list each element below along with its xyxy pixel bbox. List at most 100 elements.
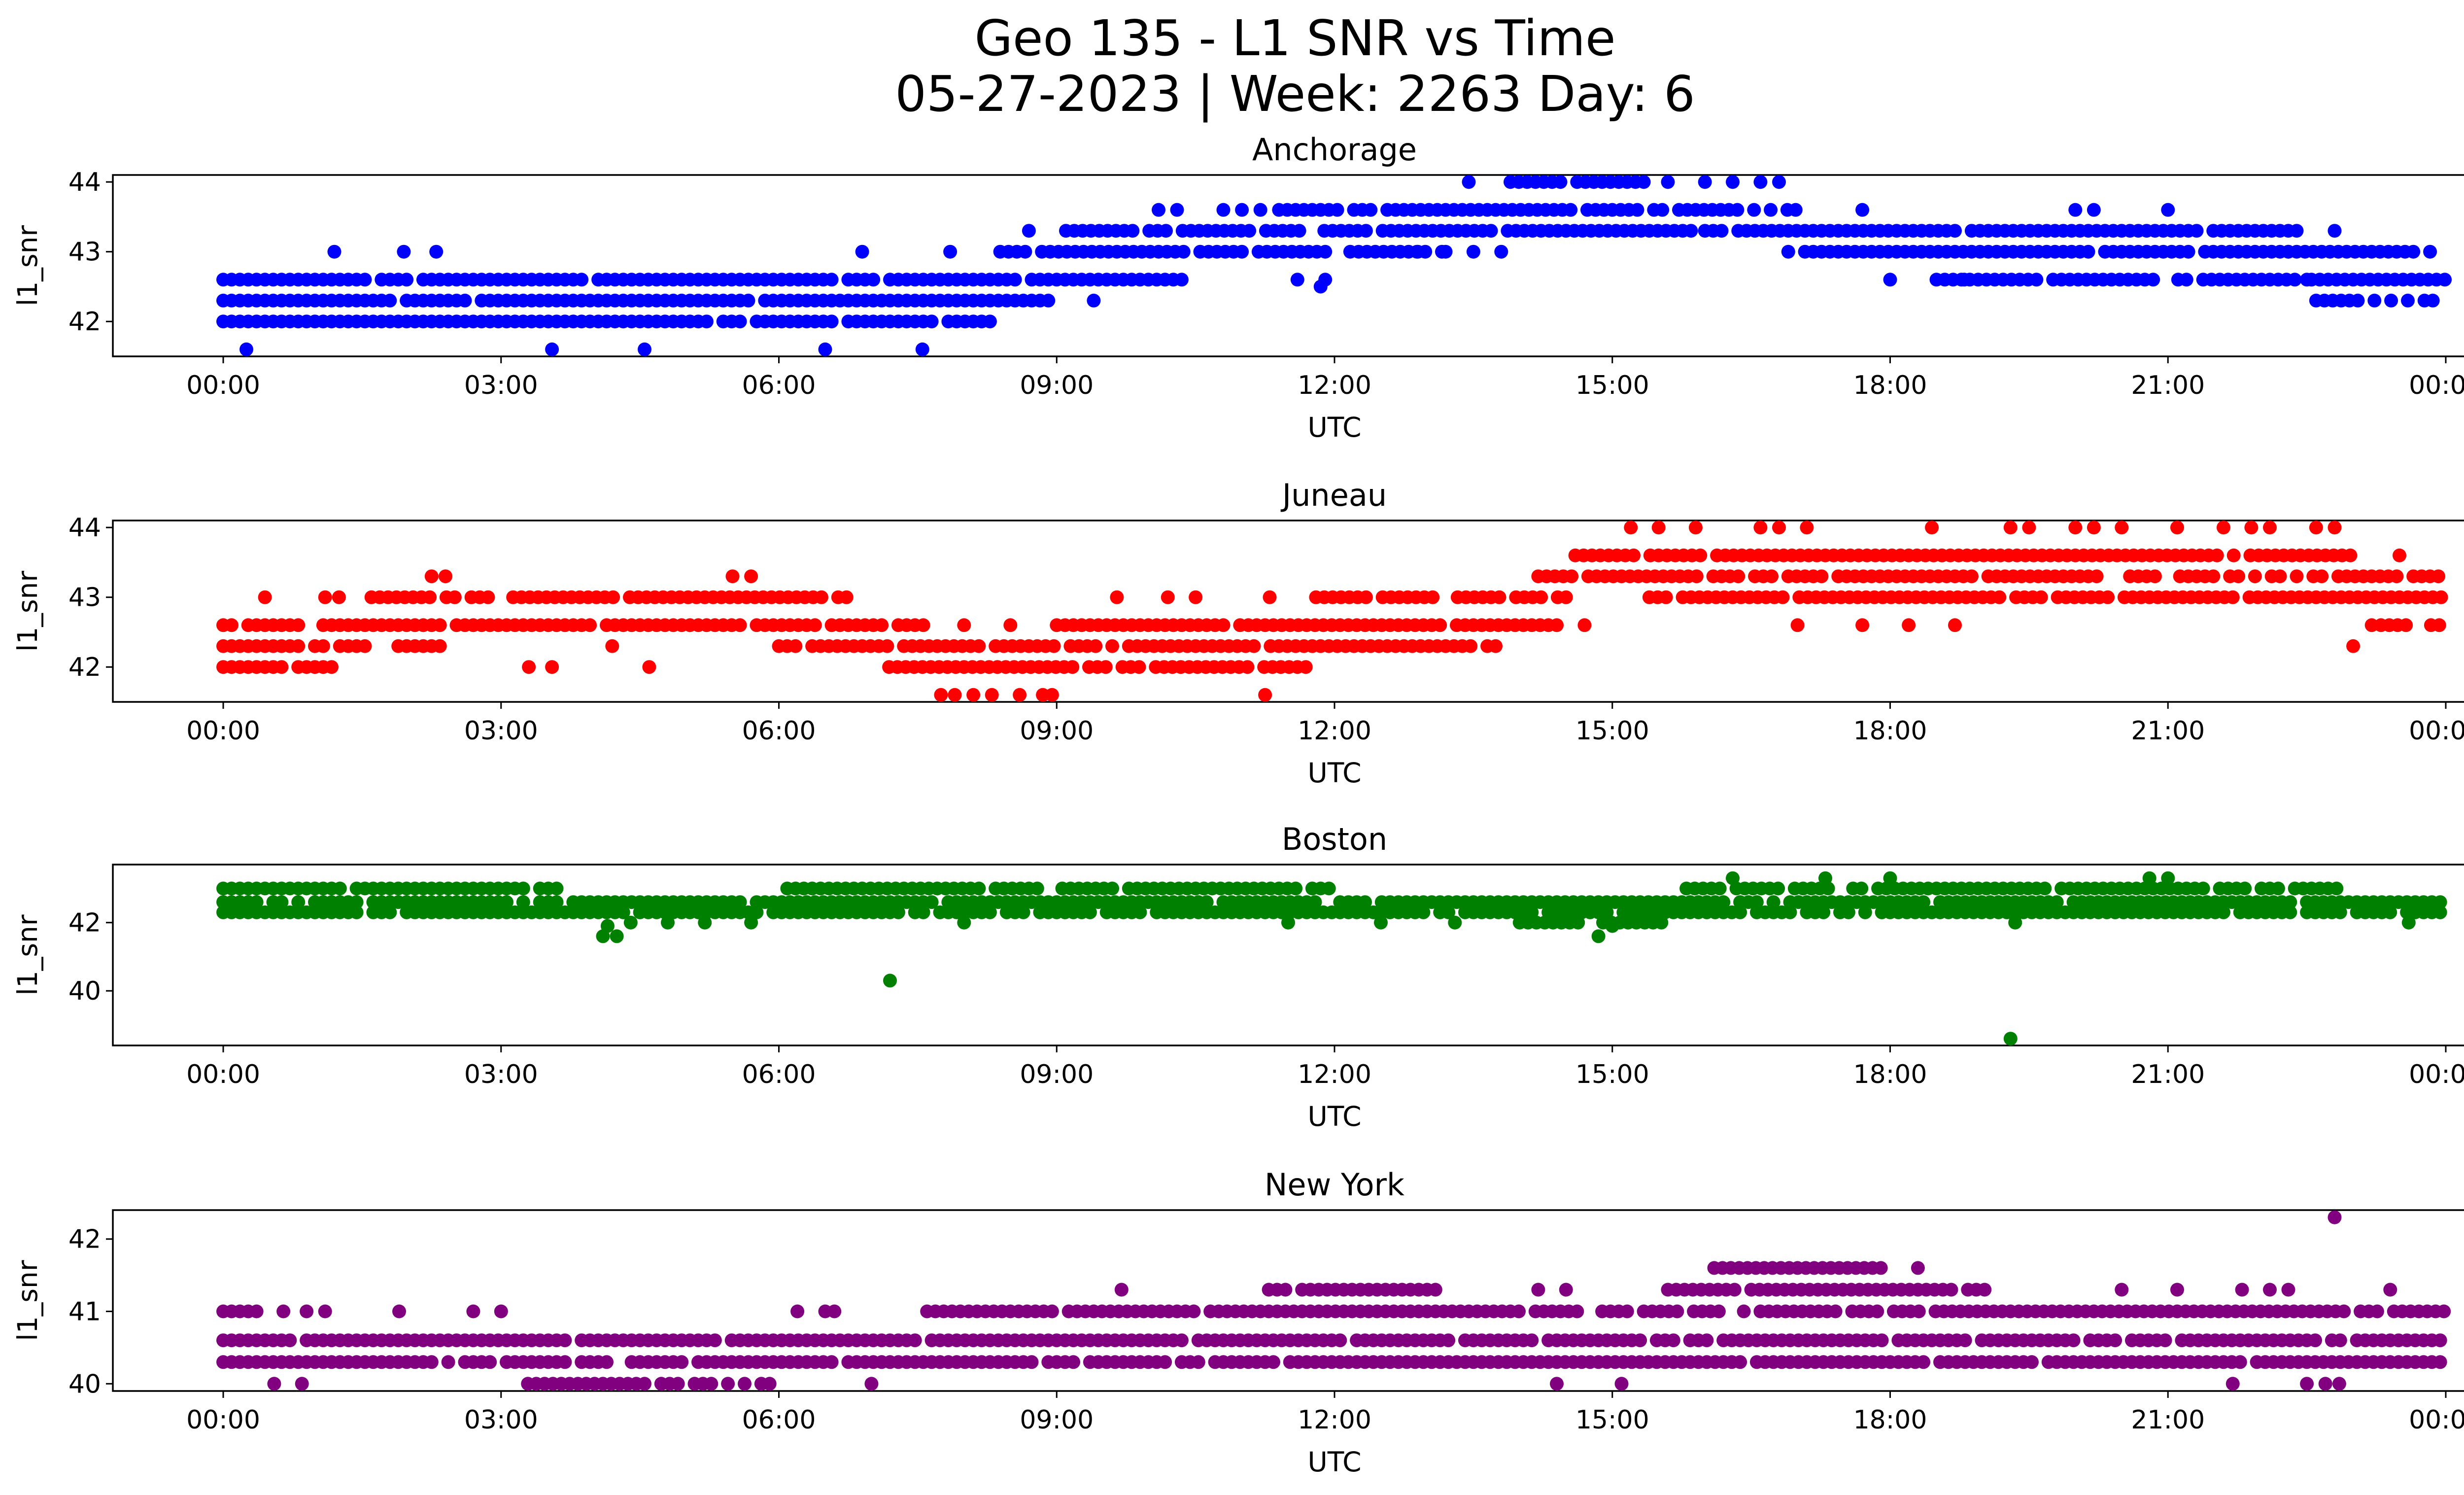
x-tick-label: 09:00 [1020,371,1094,400]
scatter-point [2238,881,2252,896]
scatter-point [1591,929,1606,943]
scatter-point [439,569,452,584]
scatter-point [891,905,905,919]
scatter-point [447,590,462,604]
scatter-point [1553,175,1568,189]
subplot-title: New York [1265,1167,1404,1203]
scatter-point [1187,1304,1201,1319]
scatter-point [2433,1333,2447,1348]
scatter-point [1525,1333,1539,1348]
scatter-point [1958,1333,1972,1348]
scatter-point [916,905,930,919]
scatter-point [721,1377,735,1391]
scatter-point [1191,1355,1205,1369]
x-tick-label: 06:00 [742,716,816,746]
scatter-point [1308,895,1322,909]
scatter-point [2158,1333,2172,1348]
x-tick-label: 00:00 [186,371,260,400]
scatter-point [1627,548,1641,562]
scatter-point [2181,244,2195,259]
x-tick-label: 00:00 [2409,716,2464,746]
scatter-point [1030,881,1044,896]
scatter-point [2003,1032,2018,1046]
scatter-point [2003,521,2018,535]
scatter-point [738,1377,752,1391]
scatter-point [276,1304,291,1319]
scatter-point [1633,1333,1647,1348]
scatter-point [324,660,339,674]
scatter-point [274,660,289,674]
x-tick-label: 21:00 [2131,716,2205,746]
scatter-point [549,895,564,909]
scatter-point [249,895,264,909]
scatter-point [827,1304,842,1319]
scatter-series [216,871,2447,1046]
scatter-point [481,590,495,604]
scatter-point [1655,203,1670,217]
scatter-point [1570,1304,1584,1319]
scatter-series [216,1210,2451,1391]
scatter-point [2433,895,2447,909]
scatter-point [1550,1377,1564,1391]
scatter-point [2318,1377,2332,1391]
scatter-point [600,1355,614,1369]
scatter-point [2393,548,2406,562]
subplot-title: Anchorage [1252,132,1417,168]
scatter-point [1242,224,1257,238]
scatter-point [966,688,981,702]
scatter-point [2115,1283,2129,1297]
x-tick-label: 06:00 [742,371,816,400]
x-tick-label: 00:00 [186,716,260,746]
scatter-point [1161,590,1175,604]
scatter-point [1299,660,1313,674]
scatter-point [400,273,414,287]
scatter-point [1944,1283,1958,1297]
scatter-point [750,905,764,919]
scatter-point [1711,1304,1726,1319]
scatter-point [1661,175,1675,189]
scatter-point [1764,203,1778,217]
scatter-point [972,881,986,896]
scatter-point [733,618,747,632]
scatter-point [1114,1283,1129,1297]
scatter-point [1174,273,1189,287]
scatter-point [545,660,559,674]
scatter-point [516,881,530,896]
scatter-point [2233,1355,2247,1369]
y-tick-label: 43 [68,583,101,613]
scatter-point [2190,224,2204,238]
scatter-point [383,905,397,919]
scatter-point [316,639,330,653]
y-tick-label: 42 [68,307,101,337]
scatter-point [2196,881,2210,896]
scatter-point [2351,293,2365,308]
x-tick-label: 00:00 [2409,371,2464,400]
scatter-point [2170,521,2184,535]
scatter-point [957,618,971,632]
scatter-point [483,1355,497,1369]
y-tick-label: 42 [68,653,101,682]
scatter-point [1559,1283,1573,1297]
scatter-point [429,244,444,259]
scatter-point [1731,569,1745,584]
scatter-point [1433,618,1447,632]
scatter-point [1159,224,1173,238]
scatter-point [1875,1333,1889,1348]
figure-title-line1: Geo 135 - L1 SNR vs Time [975,9,1616,67]
scatter-point [1089,639,1103,653]
scatter-point [698,915,712,930]
scatter-point [985,688,999,702]
scatter-point [2273,569,2287,584]
scatter-point [1550,618,1564,632]
scatter-point [1733,905,1747,919]
scatter-point [2437,1304,2451,1319]
scatter-point [741,293,755,308]
scatter-point [1358,895,1372,909]
scatter-point [1730,203,1745,217]
scatter-point [349,905,364,919]
scatter-point [916,618,930,632]
scatter-point [1087,293,1101,308]
x-tick-label: 06:00 [742,1060,816,1089]
scatter-point [2283,895,2297,909]
x-tick-label: 03:00 [464,1405,538,1435]
